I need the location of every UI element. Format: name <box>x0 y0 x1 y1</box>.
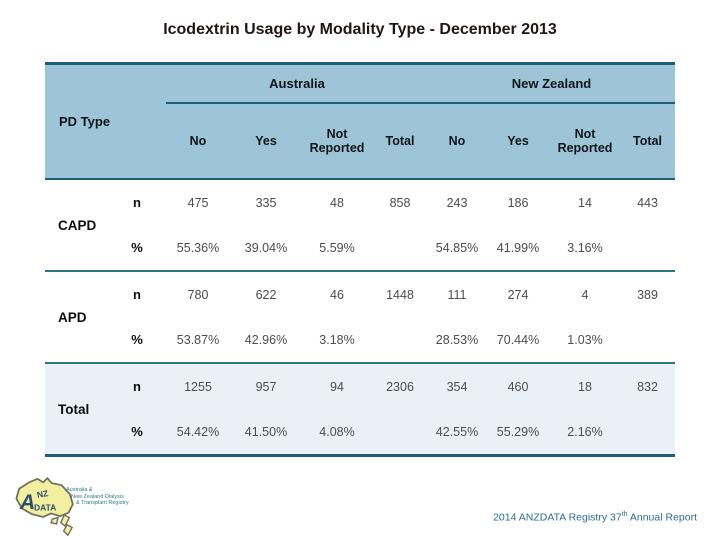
cell-n: 94 <box>330 379 344 394</box>
col-header-aus-no: No <box>189 133 207 148</box>
cell-n: 243 <box>446 195 468 210</box>
cell-n: 858 <box>389 195 411 210</box>
cell-pct: 54.42% <box>176 424 220 439</box>
cell-n: 2306 <box>386 379 414 394</box>
cell-n: 832 <box>637 379 658 394</box>
sub-label-n: n <box>133 287 141 302</box>
cell-pct <box>620 225 675 270</box>
sub-label-pct: % <box>131 424 143 439</box>
cell-n: 274 <box>507 287 529 302</box>
logo-letter-a: A <box>19 491 35 514</box>
sub-label-n: n <box>133 195 141 210</box>
logo-caption-line: & Transplant Registry <box>76 500 129 506</box>
cell-pct: 5.59% <box>319 240 355 255</box>
cell-n: 111 <box>447 287 467 302</box>
cell-pct: 2.16% <box>567 424 603 439</box>
footer-credit-superscript: th <box>621 511 628 518</box>
cell-pct: 42.96% <box>244 332 288 347</box>
page-title: Icodextrin Usage by Modality Type - Dece… <box>163 21 557 38</box>
col-header-nz-not-reported: Not Reported <box>557 126 613 155</box>
cell-pct: 41.99% <box>496 240 540 255</box>
col-group-new-zealand: New Zealand <box>428 65 675 104</box>
col-header-nz-yes: Yes <box>507 133 529 148</box>
col-header-aus-not-reported: Not Reported <box>309 126 365 155</box>
row-label: CAPD <box>58 217 97 233</box>
cell-n: 389 <box>637 287 658 302</box>
sub-label-n: n <box>133 379 141 394</box>
cell-pct: 54.85% <box>435 240 479 255</box>
cell-n: 443 <box>637 195 658 210</box>
cell-n: 1448 <box>386 287 414 302</box>
cell-n: 186 <box>507 195 529 210</box>
cell-pct: 4.08% <box>319 424 355 439</box>
cell-n: 622 <box>255 287 277 302</box>
anzdata-map-logo-icon: A NZ DATA <box>15 476 74 536</box>
cell-pct <box>372 317 428 362</box>
table-header: PD Type Australia New Zealand No Yes Not… <box>45 62 675 180</box>
table-row-capd: CAPD n 475 335 48 858 243 186 14 443 % 5… <box>45 180 675 272</box>
logo-letters-nz: NZ <box>36 488 49 500</box>
logo-caption-line: New Zealand Dialysis <box>71 493 124 500</box>
sub-label-pct: % <box>131 332 143 347</box>
cell-pct <box>372 225 428 270</box>
cell-n: 4 <box>581 287 589 302</box>
logo-caption-line: Australia & <box>66 487 93 493</box>
cell-pct <box>620 317 675 362</box>
cell-n: 1255 <box>184 379 212 394</box>
cell-pct: 70.44% <box>496 332 540 347</box>
footer-credit-suffix: Annual Report <box>627 511 697 524</box>
footer-credit-prefix: 2014 ANZDATA Registry 37 <box>493 511 622 524</box>
cell-pct: 55.36% <box>176 240 220 255</box>
sub-label-pct: % <box>131 240 143 255</box>
cell-n: 48 <box>330 195 344 210</box>
cell-pct <box>620 409 675 454</box>
cell-pct: 3.18% <box>319 332 355 347</box>
cell-n: 475 <box>187 195 209 210</box>
col-header-nz-total: Total <box>633 133 662 148</box>
cell-pct: 55.29% <box>496 424 540 439</box>
cell-n: 335 <box>255 195 277 210</box>
col-group-australia: Australia <box>166 65 428 104</box>
cell-pct <box>372 409 428 454</box>
cell-pct: 41.50% <box>244 424 288 439</box>
cell-n: 957 <box>255 379 277 394</box>
row-label: APD <box>58 309 87 325</box>
cell-n: 354 <box>446 379 468 394</box>
logo-letters-data: DATA <box>34 503 56 513</box>
table-row-apd: APD n 780 622 46 1448 111 274 4 389 % 53… <box>45 272 675 364</box>
cell-n: 14 <box>578 195 592 210</box>
cell-pct: 28.53% <box>435 332 479 347</box>
col-header-nz-no: No <box>448 133 466 148</box>
cell-n: 780 <box>187 287 209 302</box>
col-header-aus-yes: Yes <box>255 133 277 148</box>
row-label: Total <box>58 401 90 417</box>
cell-n: 46 <box>330 287 344 302</box>
table-row-total: Total n 1255 957 94 2306 354 460 18 832 … <box>45 364 675 457</box>
cell-pct: 3.16% <box>567 240 603 255</box>
cell-pct: 1.03% <box>567 332 603 347</box>
cell-pct: 53.87% <box>176 332 220 347</box>
cell-n: 18 <box>578 379 592 394</box>
col-header-aus-total: Total <box>385 133 415 148</box>
logo-caption: Australia & New Zealand Dialysis & Trans… <box>66 487 129 507</box>
footer-credit: 2014 ANZDATA Registry 37th Annual Report <box>493 511 697 524</box>
cell-n: 460 <box>507 379 529 394</box>
data-table: PD Type Australia New Zealand No Yes Not… <box>45 62 675 457</box>
cell-pct: 39.04% <box>244 240 288 255</box>
cell-pct: 42.55% <box>435 424 479 439</box>
row-header-label: PD Type <box>59 114 111 129</box>
